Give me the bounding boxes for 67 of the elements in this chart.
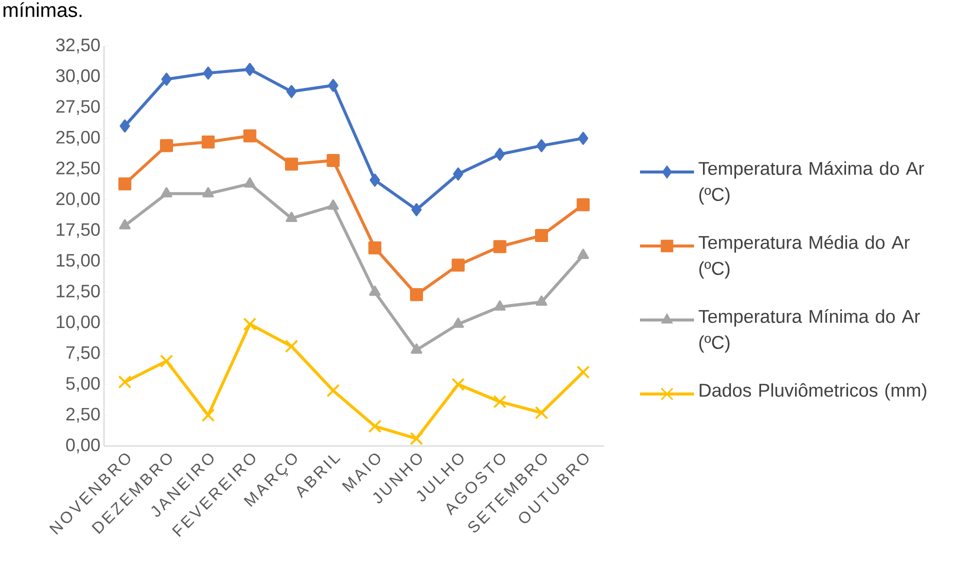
point xyxy=(493,395,506,408)
point xyxy=(285,158,298,171)
y-tick-label: 5,00 xyxy=(66,377,100,392)
point xyxy=(244,177,256,188)
point xyxy=(243,129,256,142)
point xyxy=(286,85,297,98)
point xyxy=(120,119,130,132)
point xyxy=(119,219,131,230)
y-tick-label: 0,00 xyxy=(66,438,100,454)
legend-label: Temperatura Média do Ar (ºC) xyxy=(698,235,910,279)
y-tick-label: 32,50 xyxy=(56,38,100,54)
point xyxy=(494,148,505,161)
point xyxy=(576,365,590,379)
point xyxy=(411,203,422,216)
point xyxy=(326,384,340,398)
y-tick-label: 20,00 xyxy=(56,192,100,208)
point xyxy=(577,248,589,259)
text: mínimas. xyxy=(4,2,82,18)
y-tick-label: 7,50 xyxy=(66,346,100,362)
point xyxy=(452,258,465,272)
point xyxy=(494,300,506,311)
point xyxy=(160,354,174,368)
point xyxy=(161,72,172,86)
point xyxy=(370,174,380,187)
point xyxy=(536,295,548,306)
y-tick-label: 12,50 xyxy=(56,284,100,300)
point xyxy=(535,229,548,242)
point xyxy=(452,378,465,392)
y-tick-label: 25,00 xyxy=(56,130,100,146)
point xyxy=(244,62,255,76)
point xyxy=(410,343,422,354)
point xyxy=(203,66,214,80)
point xyxy=(578,132,588,145)
point xyxy=(493,240,506,254)
point xyxy=(118,375,132,389)
point xyxy=(453,167,464,180)
y-tick-label: 30,00 xyxy=(56,69,100,84)
point xyxy=(202,408,215,422)
y-tick-label: 15,00 xyxy=(56,254,100,269)
point xyxy=(576,198,590,212)
legend-label: Temperatura Mínima do Ar (ºC) xyxy=(698,309,920,353)
y-tick-label: 2,50 xyxy=(66,408,100,423)
point xyxy=(536,139,547,152)
point xyxy=(452,318,464,328)
point xyxy=(286,212,298,222)
point xyxy=(410,288,424,302)
point xyxy=(118,177,132,190)
point xyxy=(202,187,214,198)
point xyxy=(326,154,340,167)
point xyxy=(369,286,381,296)
point xyxy=(160,139,174,152)
point xyxy=(410,432,424,446)
y-tick-label: 17,50 xyxy=(56,223,100,238)
point xyxy=(202,135,215,148)
point xyxy=(160,187,172,198)
point xyxy=(327,199,339,210)
point xyxy=(368,420,382,433)
point xyxy=(534,406,548,420)
y-tick-label: 10,00 xyxy=(56,315,100,330)
point xyxy=(368,241,382,254)
point xyxy=(284,340,298,353)
point xyxy=(328,78,338,92)
y-tick-label: 22,50 xyxy=(56,162,100,177)
legend-label: Temperatura Máxima do Ar (ºC) xyxy=(698,161,924,205)
legend-label: Dados Pluviômetricos (mm) xyxy=(700,383,926,400)
point xyxy=(243,317,256,331)
y-tick-label: 27,50 xyxy=(56,100,100,115)
